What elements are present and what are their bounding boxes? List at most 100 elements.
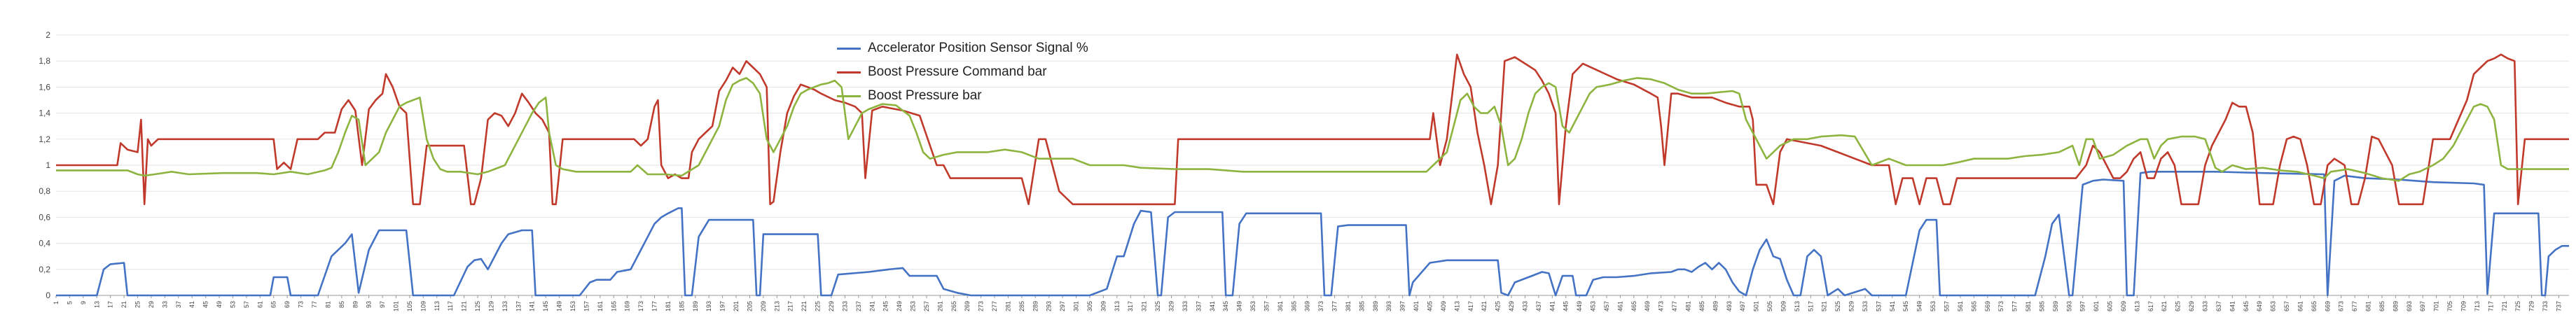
x-axis: 1 5 9 13 17 21 25 29 33 37 41 45 49 53 57 61 65 69 73 77 81 8…: [53, 295, 2562, 312]
x-tick-label: 485: [1698, 301, 1705, 312]
x-tick-label: 209: [760, 301, 767, 312]
x-tick-label: 189: [692, 301, 699, 312]
x-tick-label: 449: [1576, 301, 1583, 312]
x-tick-label: 5: [66, 301, 73, 304]
x-tick-label: 425: [1495, 301, 1502, 312]
x-tick-label: 501: [1753, 301, 1760, 312]
x-tick-label: 233: [841, 301, 848, 312]
x-tick-label: 85: [338, 301, 345, 308]
x-tick-label: 705: [2446, 301, 2453, 312]
x-tick-label: 445: [1563, 301, 1570, 312]
x-tick-label: 417: [1467, 301, 1474, 312]
x-tick-label: 513: [1794, 301, 1801, 312]
y-tick-label: 1,2: [39, 134, 50, 144]
y-tick-label: 0,2: [39, 265, 50, 274]
x-tick-label: 565: [1970, 301, 1977, 312]
x-tick-label: 133: [501, 301, 508, 312]
x-tick-label: 29: [148, 301, 155, 308]
x-tick-label: 713: [2474, 301, 2481, 312]
y-tick-label: 0: [46, 290, 50, 300]
x-tick-label: 613: [2133, 301, 2140, 312]
x-tick-label: 597: [2079, 301, 2086, 312]
x-tick-label: 153: [569, 301, 576, 312]
x-tick-label: 45: [202, 301, 209, 308]
x-tick-label: 409: [1440, 301, 1447, 312]
legend-label-accelerator: Accelerator Position Sensor Signal %: [868, 41, 1088, 55]
x-tick-label: 657: [2283, 301, 2290, 312]
x-tick-label: 61: [256, 301, 263, 308]
x-tick-label: 729: [2528, 301, 2535, 312]
x-tick-label: 309: [1100, 301, 1107, 312]
x-tick-label: 221: [801, 301, 808, 312]
x-tick-label: 397: [1399, 301, 1406, 312]
x-tick-label: 601: [2093, 301, 2100, 312]
x-tick-label: 493: [1726, 301, 1733, 312]
x-tick-label: 489: [1712, 301, 1719, 312]
x-tick-label: 325: [1154, 301, 1161, 312]
y-tick-label: 0,6: [39, 212, 50, 222]
x-tick-label: 313: [1114, 301, 1121, 312]
x-tick-label: 665: [2311, 301, 2318, 312]
x-tick-label: 581: [2025, 301, 2032, 312]
x-tick-label: 245: [882, 301, 889, 312]
x-tick-label: 9: [80, 301, 87, 304]
x-tick-label: 577: [2011, 301, 2018, 312]
x-tick-label: 117: [447, 301, 454, 311]
x-tick-label: 137: [515, 301, 522, 312]
x-tick-label: 81: [324, 301, 331, 308]
x-tick-label: 17: [107, 301, 114, 308]
x-tick-label: 149: [556, 301, 563, 312]
x-tick-label: 285: [1018, 301, 1025, 312]
x-tick-label: 473: [1658, 301, 1665, 312]
x-tick-label: 701: [2433, 301, 2440, 312]
x-tick-label: 73: [298, 301, 305, 308]
x-tick-label: 201: [733, 301, 740, 312]
x-tick-label: 337: [1195, 301, 1202, 312]
x-tick-label: 637: [2215, 301, 2222, 312]
x-tick-label: 53: [229, 301, 236, 308]
x-tick-label: 561: [1957, 301, 1964, 312]
x-tick-label: 165: [610, 301, 617, 312]
x-tick-label: 649: [2256, 301, 2263, 312]
x-tick-label: 477: [1671, 301, 1678, 312]
x-tick-label: 49: [216, 301, 223, 308]
x-tick-label: 469: [1644, 301, 1651, 312]
x-tick-label: 585: [2038, 301, 2045, 312]
x-tick-label: 25: [134, 301, 141, 308]
x-tick-label: 381: [1345, 301, 1352, 312]
x-tick-label: 629: [2188, 301, 2195, 312]
x-tick-label: 129: [487, 301, 494, 312]
x-tick-label: 357: [1263, 301, 1270, 312]
x-tick-label: 33: [161, 301, 168, 308]
x-tick-label: 197: [719, 301, 726, 312]
x-tick-label: 453: [1590, 301, 1597, 312]
x-tick-label: 141: [529, 301, 536, 312]
legend-label-boost-command: Boost Pressure Command bar: [868, 64, 1047, 79]
x-tick-label: 421: [1481, 301, 1488, 312]
x-tick-label: 693: [2406, 301, 2413, 312]
x-tick-label: 305: [1086, 301, 1093, 312]
x-tick-label: 685: [2378, 301, 2385, 312]
x-tick-label: 525: [1834, 301, 1841, 312]
y-tick-label: 2: [46, 30, 50, 40]
x-tick-label: 505: [1766, 301, 1773, 312]
x-tick-label: 365: [1290, 301, 1297, 312]
y-tick-label: 1,8: [39, 56, 50, 66]
x-tick-label: 673: [2338, 301, 2345, 312]
x-tick-label: 401: [1413, 301, 1420, 312]
x-tick-label: 725: [2514, 301, 2521, 312]
x-tick-label: 277: [991, 301, 998, 312]
x-tick-label: 69: [284, 301, 291, 308]
x-tick-label: 169: [624, 301, 631, 312]
legend-item-boost-pressure: Boost Pressure bar: [837, 84, 1187, 108]
x-tick-label: 241: [868, 301, 875, 312]
x-tick-label: 389: [1372, 301, 1379, 312]
x-tick-label: 89: [352, 301, 359, 308]
x-tick-label: 269: [964, 301, 971, 312]
y-axis: 0 0,2 0,4 0,6 0,8 1 1,2 1,4 1,6 1,8 2: [39, 30, 50, 300]
x-tick-label: 677: [2351, 301, 2358, 312]
x-tick-label: 225: [815, 301, 822, 312]
x-tick-label: 177: [651, 301, 658, 312]
x-tick-label: 549: [1916, 301, 1923, 312]
x-tick-label: 205: [746, 301, 753, 312]
